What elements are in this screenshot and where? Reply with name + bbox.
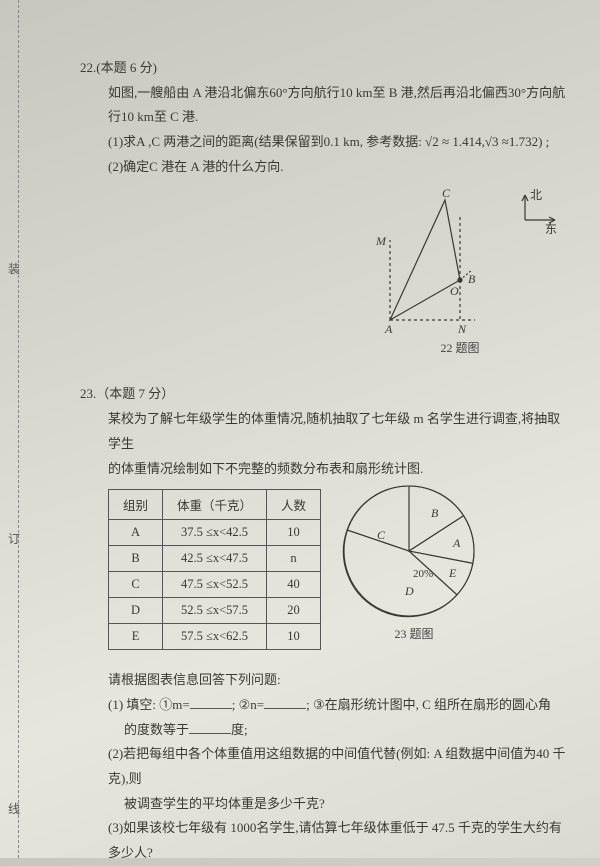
p1e: 度;: [231, 722, 248, 737]
q23-p1-cont: 的度数等于 度;: [80, 718, 570, 743]
pie-lbl-E: E: [448, 566, 457, 580]
p1d: 的度数等于: [124, 722, 189, 737]
lbl-O: O: [450, 284, 459, 298]
lbl-B: B: [468, 272, 476, 286]
q23-p3: (3)如果该校七年级有 1000名学生,请估算七年级体重低于 47.5 千克的学…: [80, 816, 570, 865]
slice-D: [343, 530, 457, 617]
q23-table: 组别 体重（千克） 人数 A37.5 ≤x<42.510 B42.5 ≤x<47…: [108, 489, 321, 650]
q23-p2a: (2)若把每组中各个体重值用这组数据的中间值代替(例如: A 组数据中间值为40…: [80, 742, 570, 791]
pie-lbl-A: A: [452, 536, 461, 550]
table-row: B42.5 ≤x<47.5n: [109, 546, 321, 572]
lbl-A: A: [384, 322, 393, 335]
q22-part1: (1)求A ,C 两港之间的距离(结果保留到0.1 km, 参考数据: √2 ≈…: [80, 130, 570, 155]
q23-pie: C B A E D 20% 23 题图: [339, 481, 489, 642]
pie-lbl-D: D: [404, 584, 414, 598]
q23-figcap: 23 题图: [339, 625, 489, 642]
q22-body1: 如图,一艘船由 A 港沿北偏东60°方向航行10 km至 B 港,然后再沿北偏西…: [80, 81, 570, 106]
blank-n: [264, 696, 306, 709]
q22-header: 22.(本题 6 分): [80, 56, 570, 81]
blank-m: [190, 696, 232, 709]
table-row: E57.5 ≤x<62.510: [109, 624, 321, 650]
q22-figure: A B C M N O 北 东: [350, 185, 570, 335]
lbl-C: C: [442, 186, 451, 200]
question-23: 23.（本题 7 分） 某校为了解七年级学生的体重情况,随机抽取了七年级 m 名…: [80, 382, 570, 865]
page: 22.(本题 6 分) 如图,一艘船由 A 港沿北偏东60°方向航行10 km至…: [0, 0, 600, 858]
table-row: A37.5 ≤x<42.510: [109, 520, 321, 546]
p1a: (1) 填空: ①m=: [108, 697, 190, 712]
q23-p1: (1) 填空: ①m= ; ②n= ; ③在扇形统计图中, C 组所在扇形的圆心角: [80, 693, 570, 718]
q23-header: 23.（本题 7 分）: [80, 382, 570, 407]
table-row: C47.5 ≤x<52.540: [109, 572, 321, 598]
q23-intro1: 某校为了解七年级学生的体重情况,随机抽取了七年级 m 名学生进行调查,将抽取学生: [80, 407, 570, 456]
lbl-M: M: [375, 234, 387, 248]
th-weight: 体重（千克）: [163, 490, 267, 520]
question-22: 22.(本题 6 分) 如图,一艘船由 A 港沿北偏东60°方向航行10 km至…: [80, 56, 570, 356]
q23-ask: 请根据图表信息回答下列问题:: [80, 668, 570, 693]
p1b: ; ②n=: [232, 697, 264, 712]
q23-intro2: 的体重情况绘制如下不完整的频数分布表和扇形统计图.: [80, 457, 570, 482]
pie-pct: 20%: [413, 568, 433, 580]
q22-part2: (2)确定C 港在 A 港的什么方向.: [80, 155, 570, 180]
lbl-N: N: [457, 322, 467, 335]
lbl-east: 东: [545, 222, 557, 236]
q22-figcap: 22 题图: [350, 339, 570, 356]
blank-deg: [189, 721, 231, 734]
lbl-north: 北: [530, 188, 542, 202]
slice-A: [409, 516, 474, 564]
table-row: D52.5 ≤x<57.520: [109, 598, 321, 624]
table-header-row: 组别 体重（千克） 人数: [109, 490, 321, 520]
th-group: 组别: [109, 490, 163, 520]
pie-lbl-B: B: [431, 506, 439, 520]
q22-body2: 行10 km至 C 港.: [80, 105, 570, 130]
p1c: ; ③在扇形统计图中, C 组所在扇形的圆心角: [306, 697, 551, 712]
q23-p2b: 被调查学生的平均体重是多少千克?: [80, 792, 570, 817]
th-count: 人数: [267, 490, 321, 520]
pie-lbl-C: C: [377, 528, 386, 542]
